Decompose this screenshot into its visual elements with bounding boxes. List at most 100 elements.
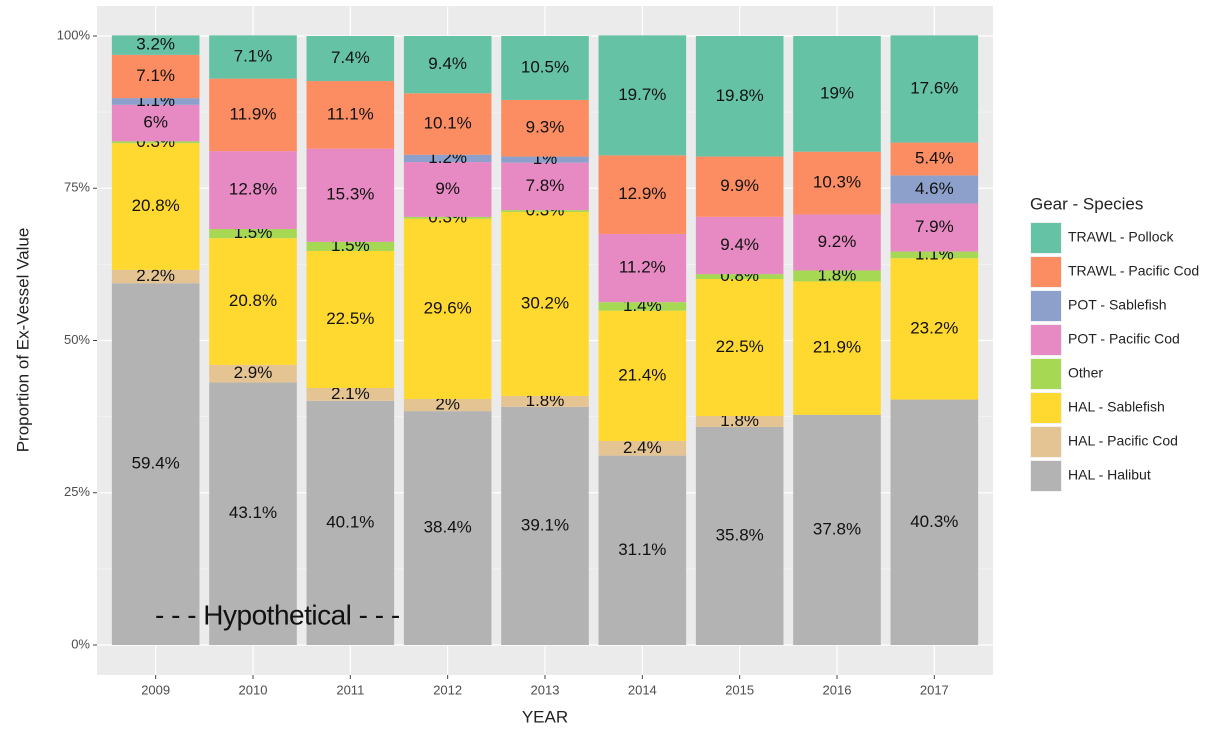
legend-swatch (1031, 461, 1061, 491)
bar-segment (501, 406, 589, 645)
data-label: 29.6% (424, 298, 472, 317)
bar-segment (111, 141, 200, 144)
bar-segment (793, 281, 881, 415)
y-tick-label: 100% (57, 27, 91, 42)
bar-segment (793, 151, 881, 215)
data-label: 30.2% (521, 293, 569, 312)
legend-label: POT - Pacific Cod (1068, 331, 1180, 347)
x-tick-label: 2013 (531, 682, 560, 697)
legend-swatch (1031, 325, 1061, 355)
bar-segment (598, 302, 687, 311)
data-label: 2.9% (234, 363, 273, 382)
bar-segment (111, 269, 200, 284)
data-label: 4.6% (915, 179, 954, 198)
legend-swatch (1031, 291, 1061, 321)
bar-segment (209, 151, 297, 230)
data-label: 19.8% (716, 86, 764, 105)
bar-segment (890, 399, 979, 645)
bar-segment (501, 210, 589, 213)
data-label: 22.5% (716, 337, 764, 356)
data-label: 40.1% (326, 512, 374, 531)
legend-swatch (1031, 427, 1061, 457)
bar-segment (403, 154, 492, 163)
data-label: 3.2% (136, 35, 175, 54)
bar-segment (403, 398, 492, 412)
x-tick-label: 2014 (628, 682, 657, 697)
legend-swatch (1031, 359, 1061, 389)
y-tick-label: 75% (64, 180, 90, 195)
x-axis-title: YEAR (522, 707, 568, 726)
data-label: 11.1% (327, 104, 374, 123)
bar-segment (793, 214, 881, 271)
x-tick-label: 2011 (336, 682, 364, 697)
data-label: 20.8% (229, 291, 277, 310)
bar-segment (501, 162, 589, 211)
bar-segment (306, 81, 395, 149)
bar-segment (403, 411, 492, 645)
bar-segment (111, 54, 200, 99)
data-label: 12.9% (618, 184, 666, 203)
data-label: 9% (435, 179, 460, 198)
data-label: 31.1% (618, 540, 666, 559)
data-label: 7.4% (331, 48, 370, 67)
legend-title: Gear - Species (1030, 194, 1143, 213)
bar-segment (598, 35, 687, 156)
bar-segment (501, 99, 589, 157)
bar-segment (209, 35, 297, 79)
bar-segment (890, 251, 979, 259)
y-tick-label: 25% (64, 484, 90, 499)
legend-label: HAL - Pacific Cod (1068, 433, 1178, 449)
bar-segment (695, 216, 784, 275)
data-label: 5.4% (915, 149, 954, 168)
data-label: 19% (820, 83, 854, 102)
data-label: 11.2% (619, 258, 666, 277)
bar-segment (501, 395, 589, 407)
data-label: 9.4% (720, 235, 759, 254)
bar-segment (501, 212, 589, 396)
bar-segment (598, 440, 687, 456)
data-label: 2% (435, 395, 460, 414)
data-label: 11.9% (230, 104, 277, 123)
data-label: 38.4% (424, 518, 472, 537)
bar-segment (111, 35, 200, 55)
legend-label: TRAWL - Pollock (1068, 229, 1175, 245)
bar-segment (890, 142, 979, 176)
legend-swatch (1031, 393, 1061, 423)
annotation: - - - Hypothetical - - - (155, 599, 400, 630)
y-tick-label: 0% (71, 636, 90, 651)
bar-segment (209, 382, 297, 645)
bar-segment (111, 104, 200, 142)
bar-segment (306, 388, 395, 401)
bar-segment (598, 455, 687, 645)
data-label: 9.4% (428, 54, 467, 73)
legend-swatch (1031, 223, 1061, 253)
data-label: 23.2% (910, 318, 958, 337)
bar-segment (111, 98, 200, 105)
data-label: 43.1% (229, 503, 277, 522)
bar-segment (793, 36, 881, 152)
bar-segment (695, 36, 784, 157)
bar-segment (306, 36, 395, 82)
data-label: 17.6% (910, 78, 958, 97)
x-tick-label: 2009 (141, 682, 170, 697)
x-tick-label: 2015 (725, 682, 754, 697)
bar-segment (306, 241, 395, 251)
x-tick-label: 2010 (239, 682, 268, 697)
legend-label: TRAWL - Pacific Cod (1068, 263, 1199, 279)
bar-segment (403, 36, 492, 94)
data-label: 10.1% (424, 113, 472, 132)
data-label: 15.3% (326, 185, 374, 204)
data-label: 12.8% (229, 180, 277, 199)
y-tick-label: 50% (64, 332, 90, 347)
bar-segment (890, 258, 979, 400)
bar-segment (598, 310, 687, 441)
bar-segment (111, 143, 200, 270)
data-label: 19.7% (618, 85, 666, 104)
bar-segment (695, 156, 784, 217)
x-tick-label: 2012 (433, 682, 462, 697)
bar-segment (403, 218, 492, 399)
bar-segment (501, 36, 589, 100)
bar-segment (890, 175, 979, 204)
data-label: 7.8% (526, 176, 565, 195)
